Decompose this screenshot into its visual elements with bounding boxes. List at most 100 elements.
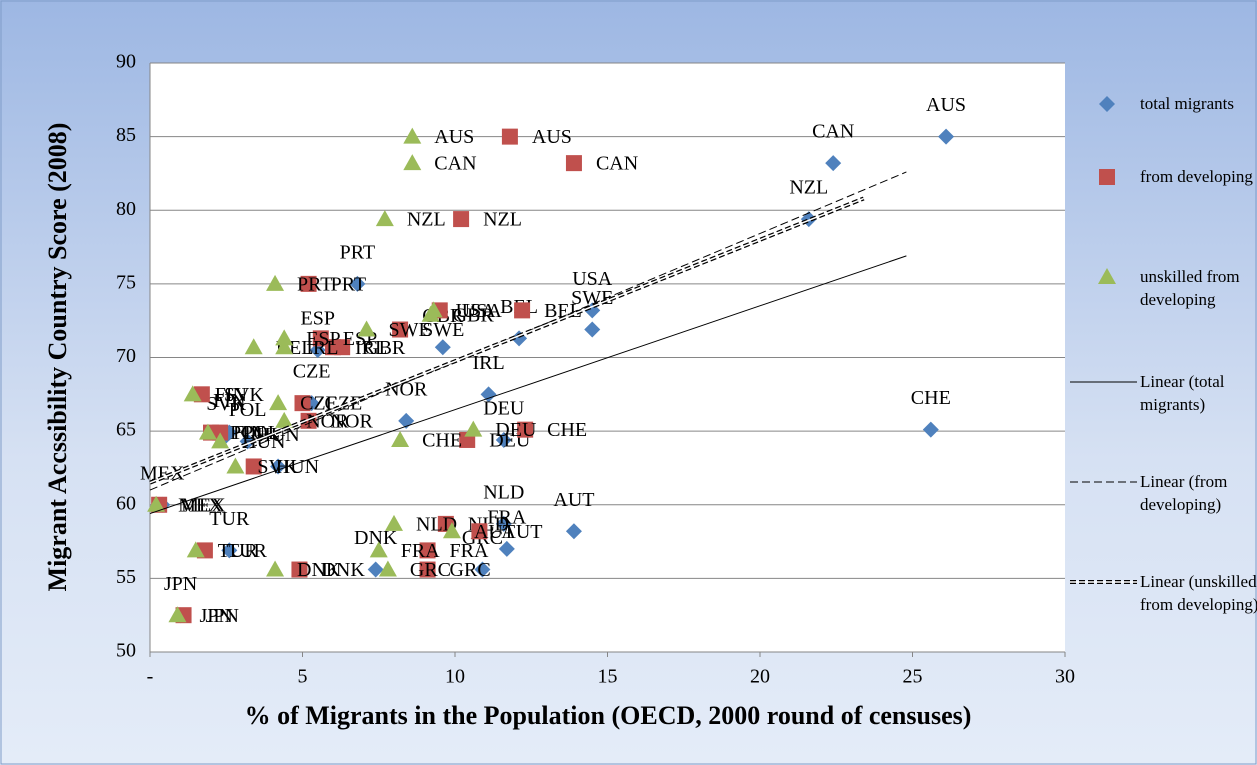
- y-tick-label: 80: [116, 198, 136, 220]
- point-label: AUT: [474, 521, 515, 543]
- x-axis-label: % of Migrants in the Population (OECD, 2…: [245, 701, 972, 730]
- point-label: DNK: [354, 527, 398, 549]
- point-label: CZE: [300, 393, 338, 415]
- point-label: CHE: [422, 430, 462, 452]
- legend-marker: [1099, 169, 1115, 185]
- point: [375, 210, 394, 227]
- point-label: SWE: [389, 319, 431, 341]
- x-tick-label: 30: [1055, 666, 1075, 688]
- point-label: SWE: [422, 319, 464, 341]
- point: [198, 423, 217, 440]
- point: [434, 339, 451, 356]
- point-label: FRA: [487, 507, 526, 529]
- point: [517, 421, 534, 438]
- point-label: USA: [572, 268, 613, 290]
- point: [464, 420, 483, 437]
- point: [442, 522, 461, 539]
- point-label: CHE: [911, 387, 951, 409]
- point-label: MEX: [178, 494, 223, 516]
- y-axis-label: Migrant Accssibility Country Score (2008…: [43, 123, 72, 592]
- point-label: POL: [242, 422, 280, 444]
- x-tick-label: 20: [750, 666, 770, 688]
- point-label: CAN: [812, 121, 854, 143]
- point: [226, 457, 245, 474]
- point-label: TUR: [209, 508, 250, 530]
- point-label: USA: [456, 300, 497, 322]
- point-label: AUT: [501, 521, 542, 543]
- point-label: FIN: [213, 390, 245, 412]
- point-label: IRL: [472, 352, 504, 374]
- legend-label: Linear (total migrants): [1140, 372, 1225, 414]
- legend-label: total migrants: [1140, 94, 1234, 113]
- point: [480, 386, 497, 403]
- point: [385, 514, 403, 531]
- point: [938, 128, 955, 145]
- point-label: CZE: [293, 361, 331, 383]
- point: [294, 395, 311, 412]
- point: [269, 394, 288, 411]
- x-tick-label: 15: [598, 666, 618, 688]
- point-label: DEU: [483, 398, 525, 420]
- point: [367, 561, 384, 578]
- legend-label: unskilled from developing: [1140, 267, 1240, 309]
- point-label: AUS: [926, 94, 966, 116]
- y-tick-label: 85: [116, 124, 136, 146]
- x-tick-label: 25: [903, 666, 923, 688]
- point: [186, 541, 205, 558]
- y-tick-label: 65: [116, 419, 136, 441]
- point-label: PRT: [297, 273, 332, 295]
- y-tick-label: 55: [116, 566, 136, 588]
- point: [565, 155, 582, 172]
- legend-marker: [1099, 96, 1115, 112]
- point-label: CAN: [434, 153, 476, 175]
- point-label: GBR: [453, 304, 495, 326]
- point: [474, 561, 491, 578]
- legend-marker: [1098, 268, 1116, 284]
- point: [565, 523, 582, 540]
- point: [584, 321, 601, 338]
- point: [183, 385, 202, 402]
- point: [369, 541, 388, 558]
- point: [501, 128, 518, 145]
- point: [300, 275, 317, 292]
- point: [275, 338, 294, 355]
- point: [421, 305, 440, 322]
- point-label: FIN: [233, 422, 265, 444]
- point-label: GBR: [364, 337, 406, 359]
- point-label: PRT: [331, 273, 366, 295]
- point: [419, 542, 436, 559]
- point-label: IRL: [306, 337, 338, 359]
- x-tick-label: 10: [445, 666, 465, 688]
- trendline: [149, 255, 907, 515]
- point: [221, 542, 238, 559]
- point: [312, 330, 329, 347]
- point: [495, 515, 512, 532]
- point: [147, 495, 166, 512]
- point: [495, 431, 512, 448]
- point-label: NOR: [331, 410, 374, 432]
- point-label: AUT: [553, 489, 594, 511]
- point: [392, 321, 409, 338]
- point-label: MEX: [181, 494, 226, 516]
- x-tick-label: -: [147, 666, 154, 688]
- point: [419, 561, 436, 578]
- point: [403, 127, 422, 144]
- point: [922, 421, 939, 438]
- point-label: NZL: [407, 209, 446, 231]
- point-label: NLD: [416, 513, 457, 535]
- y-tick-label: 60: [116, 492, 136, 514]
- point-label: DNK: [321, 559, 365, 581]
- y-tick-label: 50: [116, 640, 136, 662]
- point: [325, 339, 341, 356]
- point: [270, 458, 287, 475]
- point: [168, 606, 187, 623]
- point-label: PRT: [340, 241, 375, 263]
- point-label: AUS: [434, 126, 474, 148]
- point: [357, 320, 376, 337]
- point-label: SVK: [206, 393, 247, 415]
- point: [471, 523, 488, 540]
- point-label: ESP: [301, 308, 335, 330]
